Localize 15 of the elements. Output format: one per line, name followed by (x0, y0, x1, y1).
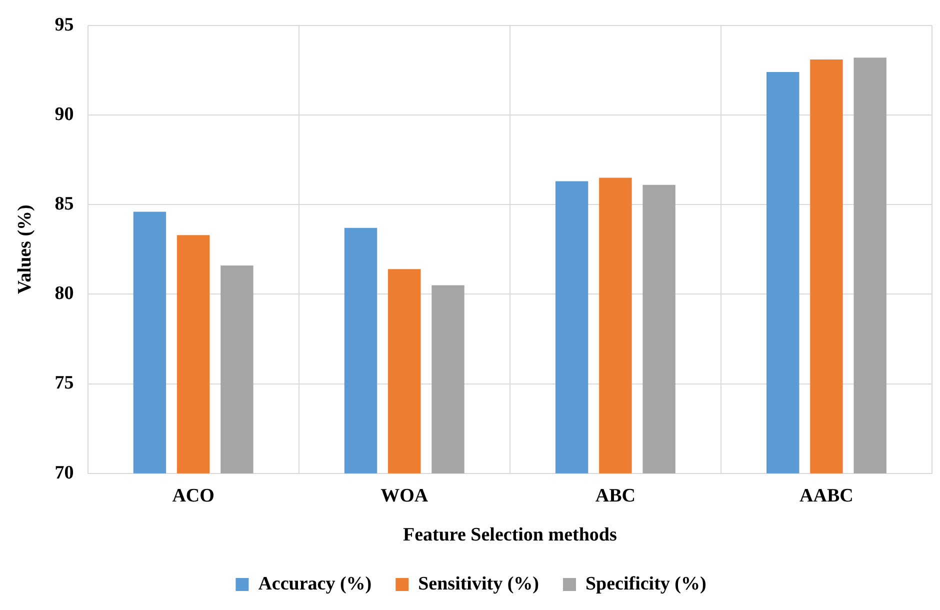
x-tick-label: ABC (595, 486, 636, 507)
x-tick-label: WOA (380, 486, 428, 507)
y-tick-label: 85 (54, 194, 74, 215)
y-axis-title: Values (%) (14, 204, 36, 294)
x-axis-title: Feature Selection methods (402, 524, 617, 546)
y-tick-label: 75 (54, 372, 74, 394)
y-tick-label: 95 (54, 14, 74, 36)
legend-label: Sensitivity (%) (418, 573, 539, 594)
y-tick-label: 90 (54, 104, 74, 125)
legend-label: Accuracy (%) (258, 573, 372, 594)
y-tick-label: 70 (54, 462, 74, 484)
x-tick-label: ACO (172, 486, 214, 507)
legend-label: Specificity (%) (585, 573, 706, 594)
x-tick-label: AABC (800, 486, 854, 507)
y-tick-label: 80 (54, 283, 74, 304)
